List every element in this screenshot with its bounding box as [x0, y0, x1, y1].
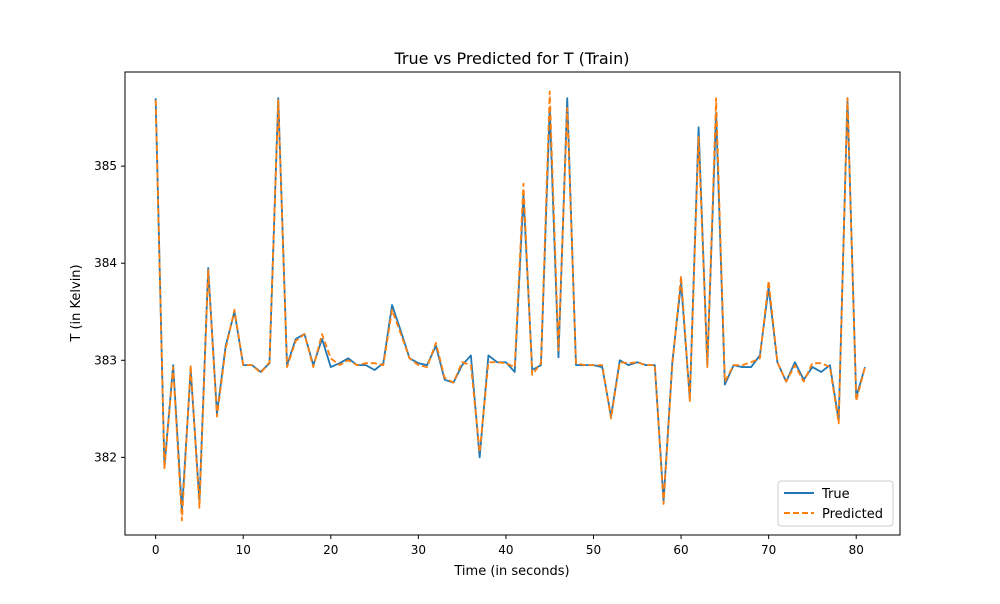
- chart-title: True vs Predicted for T (Train): [394, 49, 630, 68]
- y-tick-label: 383: [94, 353, 117, 367]
- x-axis-label: Time (in seconds): [453, 564, 569, 579]
- x-tick-label: 80: [849, 543, 864, 557]
- legend-label-predicted: Predicted: [822, 507, 883, 522]
- y-tick-label: 384: [94, 256, 117, 270]
- x-tick-label: 60: [673, 543, 688, 557]
- x-axis: 0 10 20 30 40 50 60 70 80: [152, 535, 864, 557]
- y-tick-label: 385: [94, 159, 117, 173]
- y-axis-label: T (in Kelvin): [69, 264, 84, 342]
- x-tick-label: 40: [498, 543, 513, 557]
- legend-label-true: True: [821, 487, 850, 502]
- x-tick-label: 20: [323, 543, 338, 557]
- y-axis: 382 383 384 385: [94, 159, 125, 464]
- series-layer: [154, 90, 866, 522]
- legend: True Predicted: [777, 480, 894, 527]
- x-tick-label: 10: [236, 543, 251, 557]
- x-tick-label: 0: [152, 543, 160, 557]
- y-tick-label: 382: [94, 450, 117, 464]
- x-tick-label: 30: [411, 543, 426, 557]
- x-tick-label: 70: [761, 543, 776, 557]
- plot-area-frame: [124, 71, 901, 536]
- x-tick-label: 50: [586, 543, 601, 557]
- series-line-predicted: [154, 90, 866, 522]
